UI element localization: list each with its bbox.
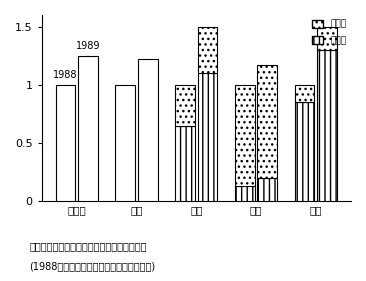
Legend: 溶存態, 悬濁態: 溶存態, 悬濁態 — [312, 19, 347, 45]
Bar — [138, 59, 158, 201]
Bar — [175, 85, 195, 126]
Bar — [198, 73, 217, 201]
Bar — [258, 65, 277, 178]
Bar — [317, 50, 337, 201]
Bar — [78, 56, 98, 201]
Bar — [198, 27, 217, 73]
Text: 1989: 1989 — [76, 41, 100, 51]
Bar — [235, 85, 255, 186]
Bar — [258, 178, 277, 201]
Text: 浸沼川における年降水量・年流量・年負荷量: 浸沼川における年降水量・年流量・年負荷量 — [29, 242, 147, 252]
Bar — [317, 27, 337, 50]
Bar — [116, 85, 135, 201]
Bar — [235, 186, 255, 201]
Text: 1988: 1988 — [53, 70, 78, 80]
Bar — [175, 126, 195, 201]
Bar — [56, 85, 75, 201]
Text: (1988年をそれぞれ１として比率で示す。): (1988年をそれぞれ１として比率で示す。) — [29, 261, 156, 271]
Bar — [295, 102, 314, 201]
Bar — [295, 85, 314, 102]
